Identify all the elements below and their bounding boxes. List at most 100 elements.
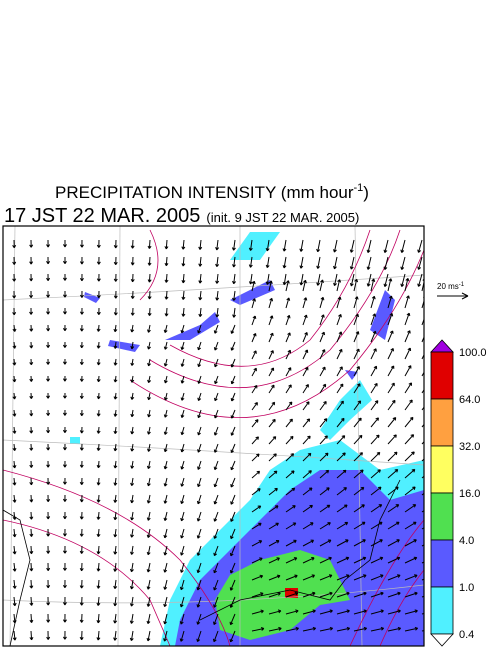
wind-arrow (147, 426, 151, 435)
wind-arrow (285, 626, 299, 632)
wind-arrow (370, 434, 380, 445)
wind-arrow (130, 307, 135, 316)
wind-arrow (29, 511, 34, 520)
wind-arrow (197, 477, 202, 488)
wind-arrow (163, 426, 168, 435)
wind-arrow (12, 324, 17, 332)
wind-arrow (113, 613, 118, 624)
wind-arrow (198, 256, 203, 267)
wind-arrow (197, 341, 202, 351)
wind-arrow (79, 256, 84, 265)
wind-arrow (163, 613, 168, 625)
wind-arrow (198, 307, 203, 317)
colorbar-label: 16.0 (459, 488, 480, 500)
wind-arrow (79, 477, 84, 485)
wind-arrow (231, 239, 236, 251)
wind-arrow (214, 409, 219, 419)
wind-arrow (251, 367, 257, 377)
wind-arrow (302, 574, 315, 581)
wind-arrow (285, 487, 296, 496)
wind-arrow (285, 280, 290, 292)
wind-arrow (198, 239, 203, 250)
wind-arrow (113, 477, 118, 486)
wind-arrow (96, 375, 101, 383)
wind-arrow (285, 297, 291, 309)
wind-arrow (336, 296, 342, 309)
wind-arrow (251, 574, 264, 581)
wind-arrow (180, 426, 185, 436)
wind-arrow (353, 469, 364, 479)
wind-arrow (213, 460, 219, 471)
wind-arrow (46, 477, 51, 485)
wind-arrow (29, 562, 34, 572)
wind-arrow (12, 596, 17, 607)
wind-arrow (417, 273, 423, 287)
wind-arrow (163, 324, 168, 333)
wind-arrow (404, 416, 414, 428)
wind-arrow (96, 409, 101, 417)
wind-arrow (353, 331, 360, 343)
wind-arrow (404, 312, 411, 326)
wind-arrow (353, 278, 359, 292)
wind-arrow (46, 290, 51, 298)
wind-arrow (370, 556, 384, 564)
wind-arrow (229, 630, 236, 643)
wind-arrow (197, 392, 202, 401)
wind-arrow (404, 434, 415, 445)
wind-arrow (319, 522, 331, 530)
wind-arrow (12, 460, 17, 469)
wind-arrow (353, 486, 365, 496)
wind-arrow (370, 591, 384, 598)
wind-arrow (265, 273, 270, 285)
wind-arrow (130, 324, 135, 333)
wind-arrow (12, 273, 17, 282)
wind-arrow (79, 392, 84, 399)
wind-arrow (180, 324, 185, 334)
wind-arrow (387, 278, 393, 292)
wind-arrow (387, 382, 395, 394)
wind-arrow (62, 426, 67, 433)
wind-arrow (12, 409, 17, 417)
wind-arrow (302, 366, 309, 377)
wind-arrow (213, 494, 219, 505)
wind-arrow (285, 418, 293, 428)
wind-arrow (113, 545, 118, 555)
wind-arrow (96, 579, 101, 589)
wind-arrow (163, 358, 168, 367)
wind-arrow (130, 426, 135, 435)
colorbar-segment (430, 492, 454, 541)
wind-arrow (336, 574, 350, 581)
wind-arrow (79, 375, 84, 382)
wind-arrow (268, 297, 274, 309)
wind-arrow (29, 273, 34, 282)
wind-arrow (316, 273, 321, 286)
wind-arrow (46, 630, 51, 640)
wind-arrow (268, 315, 274, 326)
wind-arrow (180, 358, 185, 367)
wind-arrow (353, 521, 366, 530)
vector-legend-sup: -1 (459, 282, 465, 288)
wind-arrow (268, 540, 280, 547)
wind-arrow (113, 494, 118, 503)
wind-arrow (12, 256, 17, 265)
wind-arrow (404, 556, 418, 564)
wind-arrow (302, 522, 314, 530)
wind-arrow (113, 511, 118, 521)
wind-arrow (232, 256, 236, 268)
wind-arrow (113, 324, 118, 333)
wind-arrow (180, 375, 185, 384)
wind-arrow (404, 626, 419, 632)
wind-arrow (319, 469, 330, 479)
wind-arrow (147, 358, 151, 367)
wind-arrow (285, 470, 295, 479)
wind-arrow (79, 290, 84, 298)
colorbar-label: 100.0 (459, 347, 487, 359)
wind-arrow (400, 273, 406, 287)
wind-arrow (232, 290, 236, 301)
wind-arrow (383, 239, 389, 253)
wind-arrow (79, 460, 84, 468)
wind-arrow (383, 273, 389, 287)
wind-arrow (113, 409, 118, 417)
wind-arrow (130, 494, 134, 504)
wind-arrow (146, 494, 151, 504)
